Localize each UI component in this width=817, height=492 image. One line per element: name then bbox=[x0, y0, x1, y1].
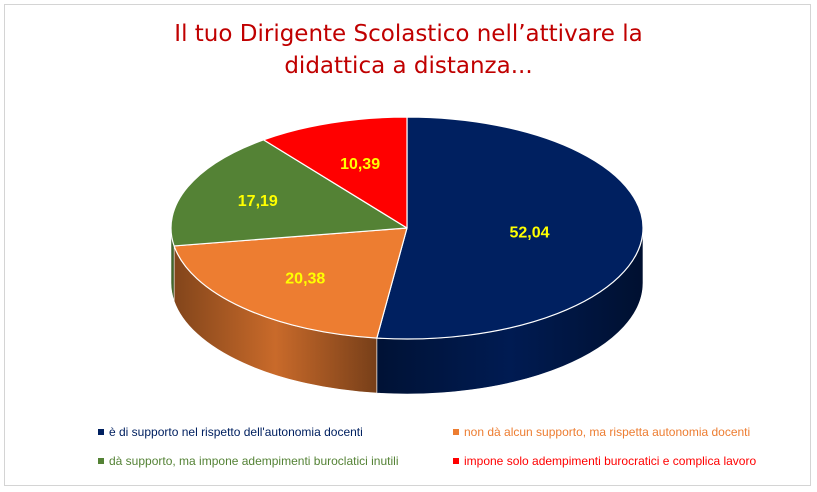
pie-data-label-1: 20,38 bbox=[285, 271, 325, 288]
pie-slice-3 bbox=[263, 116, 408, 229]
pie-top-faces bbox=[170, 116, 644, 340]
pie-data-label-0: 52,04 bbox=[509, 225, 549, 242]
pie-slice-1 bbox=[173, 227, 408, 339]
chart-title-line-1: Il tuo Dirigente Scolastico nell’attivar… bbox=[174, 21, 643, 47]
chart-title-line-2: didattica a distanza... bbox=[284, 53, 533, 79]
pie-data-label-3: 10,39 bbox=[340, 156, 380, 173]
pie-slice-0 bbox=[376, 116, 644, 340]
pie-data-label-2: 17,19 bbox=[238, 193, 278, 210]
pie-slice-2 bbox=[170, 139, 408, 247]
pie-data-labels: 52,04 20,38 17,19 10,39 bbox=[238, 156, 550, 288]
chart-title: Il tuo Dirigente Scolastico nell’attivar… bbox=[0, 18, 817, 82]
